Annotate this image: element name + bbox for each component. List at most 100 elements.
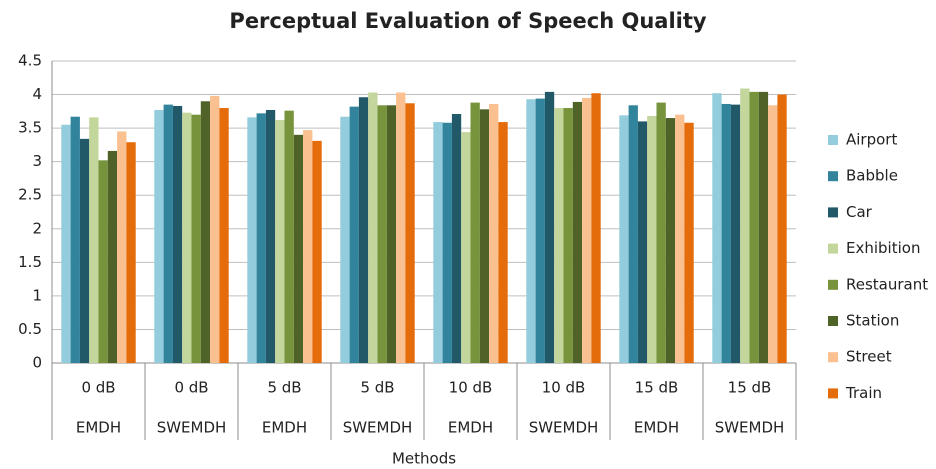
bar <box>684 122 694 364</box>
bar <box>265 109 276 363</box>
legend-label: Station <box>846 312 899 330</box>
x-tick-label: 15 dB <box>728 379 772 397</box>
bar <box>210 95 220 364</box>
x-tick-label: 10 dB <box>449 379 493 397</box>
bar <box>451 114 462 363</box>
bar <box>396 92 406 363</box>
y-tick-label: 3 <box>32 152 42 170</box>
bar <box>172 105 183 363</box>
legend-swatch <box>828 352 838 363</box>
bar <box>191 114 201 363</box>
bar <box>312 140 322 363</box>
bar <box>675 114 685 363</box>
bar <box>98 160 108 363</box>
bar <box>712 93 722 364</box>
bar <box>293 134 304 363</box>
bar <box>582 97 592 364</box>
bar <box>256 113 266 363</box>
bar <box>461 132 471 363</box>
bar <box>219 107 229 363</box>
bar <box>665 118 676 364</box>
legend-label: Train <box>845 384 882 402</box>
legend-label: Airport <box>846 131 897 149</box>
bar <box>470 102 480 363</box>
legend-label: Restaurant <box>846 275 928 293</box>
bar <box>79 138 90 363</box>
legend-swatch <box>828 171 838 182</box>
x-axis-title: Methods <box>392 450 456 468</box>
bar <box>275 120 285 364</box>
legend-swatch <box>828 279 838 290</box>
bar <box>247 117 257 363</box>
bar <box>200 101 211 364</box>
bar <box>489 103 499 363</box>
legend-label: Babble <box>846 167 898 185</box>
bar <box>70 116 80 363</box>
bar <box>377 105 387 363</box>
x-group-label: EMDH <box>76 419 121 437</box>
y-tick-label: 1.5 <box>18 253 42 271</box>
x-group-label: EMDH <box>262 419 307 437</box>
bar <box>572 101 583 363</box>
bar <box>526 99 536 364</box>
y-tick-label: 0.5 <box>18 320 42 338</box>
bar <box>117 131 127 363</box>
bar <box>740 88 750 363</box>
bar <box>284 110 294 363</box>
bar <box>163 104 173 363</box>
bar <box>368 92 378 363</box>
bar <box>358 97 369 364</box>
bar <box>126 142 136 363</box>
bar <box>554 107 564 363</box>
legend-swatch <box>828 135 838 145</box>
legend-label: Street <box>846 348 892 366</box>
x-tick-label: 5 dB <box>267 379 301 397</box>
legend-swatch <box>828 388 838 399</box>
bar <box>340 116 350 363</box>
chart-title: Perceptual Evaluation of Speech Quality <box>229 9 706 33</box>
legend-swatch <box>828 207 838 218</box>
bar <box>349 106 359 363</box>
x-tick-label: 0 dB <box>81 379 115 397</box>
x-group-label: SWEMDH <box>529 419 599 437</box>
x-tick-label: 5 dB <box>360 379 394 397</box>
y-tick-label: 3.5 <box>18 119 42 137</box>
bar <box>498 122 508 364</box>
bar <box>154 109 164 363</box>
x-group-label: SWEMDH <box>343 419 413 437</box>
y-tick-label: 4.5 <box>18 52 42 70</box>
bar <box>721 103 731 363</box>
y-tick-label: 2 <box>32 219 42 237</box>
bar <box>647 116 657 363</box>
bar <box>303 130 313 363</box>
bar <box>89 117 99 363</box>
legend-label: Car <box>846 203 873 221</box>
bar <box>619 115 629 363</box>
x-tick-label: 0 dB <box>174 379 208 397</box>
bar <box>628 105 638 363</box>
x-group-label: EMDH <box>448 419 493 437</box>
bar <box>405 103 415 363</box>
bar <box>777 94 787 364</box>
x-group-label: EMDH <box>634 419 679 437</box>
x-tick-label: 10 dB <box>542 379 586 397</box>
bar <box>479 109 490 363</box>
y-tick-label: 2.5 <box>18 186 42 204</box>
x-tick-label: 15 dB <box>635 379 679 397</box>
y-tick-label: 0 <box>32 354 42 372</box>
bar <box>107 150 118 363</box>
bar <box>433 122 443 364</box>
bar <box>544 91 555 364</box>
bar <box>637 121 648 364</box>
legend-swatch <box>828 316 838 326</box>
legend-label: Exhibition <box>846 239 920 257</box>
y-tick-label: 4 <box>32 85 42 103</box>
bar <box>749 91 759 364</box>
x-group-label: SWEMDH <box>715 419 785 437</box>
bar <box>768 105 778 363</box>
bar <box>563 107 573 363</box>
bar <box>591 93 601 364</box>
bar <box>386 105 397 363</box>
bar <box>442 122 452 364</box>
